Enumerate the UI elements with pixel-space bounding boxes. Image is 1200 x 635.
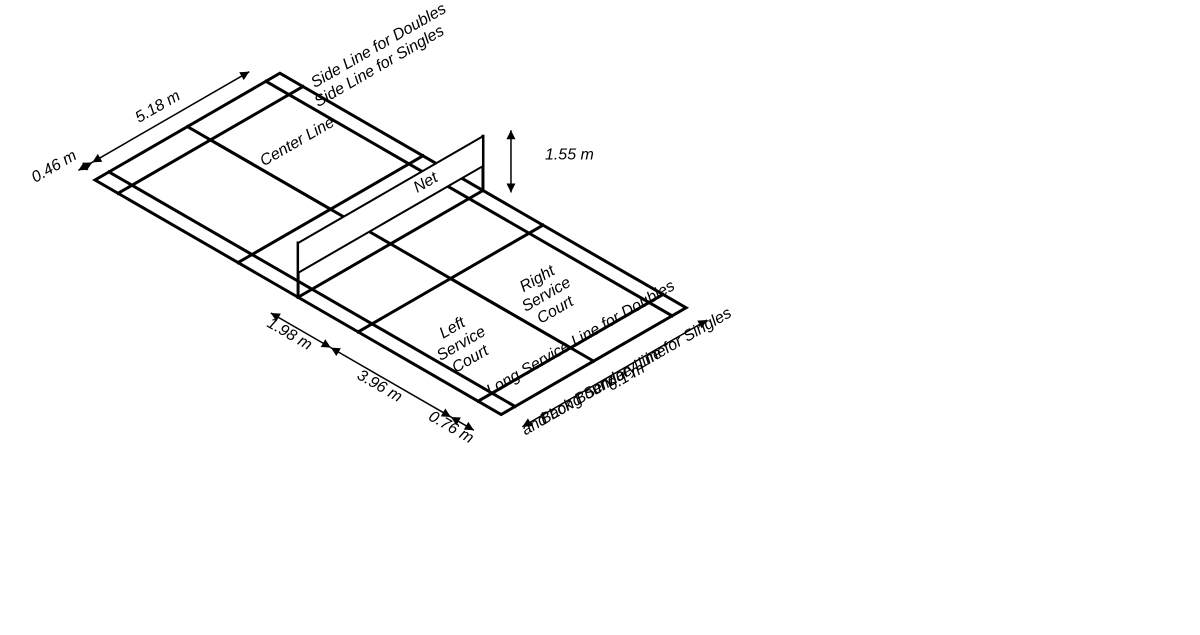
badminton-court-diagram: Side Line for DoublesSide Line for Singl… (0, 0, 1200, 635)
dim-198: 1.98 m (264, 315, 315, 354)
dim-518: 5.18 m (132, 87, 183, 126)
dim-076: 0.76 m (426, 408, 477, 447)
dim-396: 3.96 m (354, 367, 405, 406)
label-left-service: LeftServiceCourt (425, 307, 498, 380)
label-long-service-doubles: Long Service Line for Doubles (484, 278, 678, 400)
dim-046: 0.46 m (29, 147, 80, 186)
net-band (298, 136, 483, 273)
label-center-line: Center Line (257, 114, 337, 170)
dim-155: 1.55 m (545, 146, 594, 163)
